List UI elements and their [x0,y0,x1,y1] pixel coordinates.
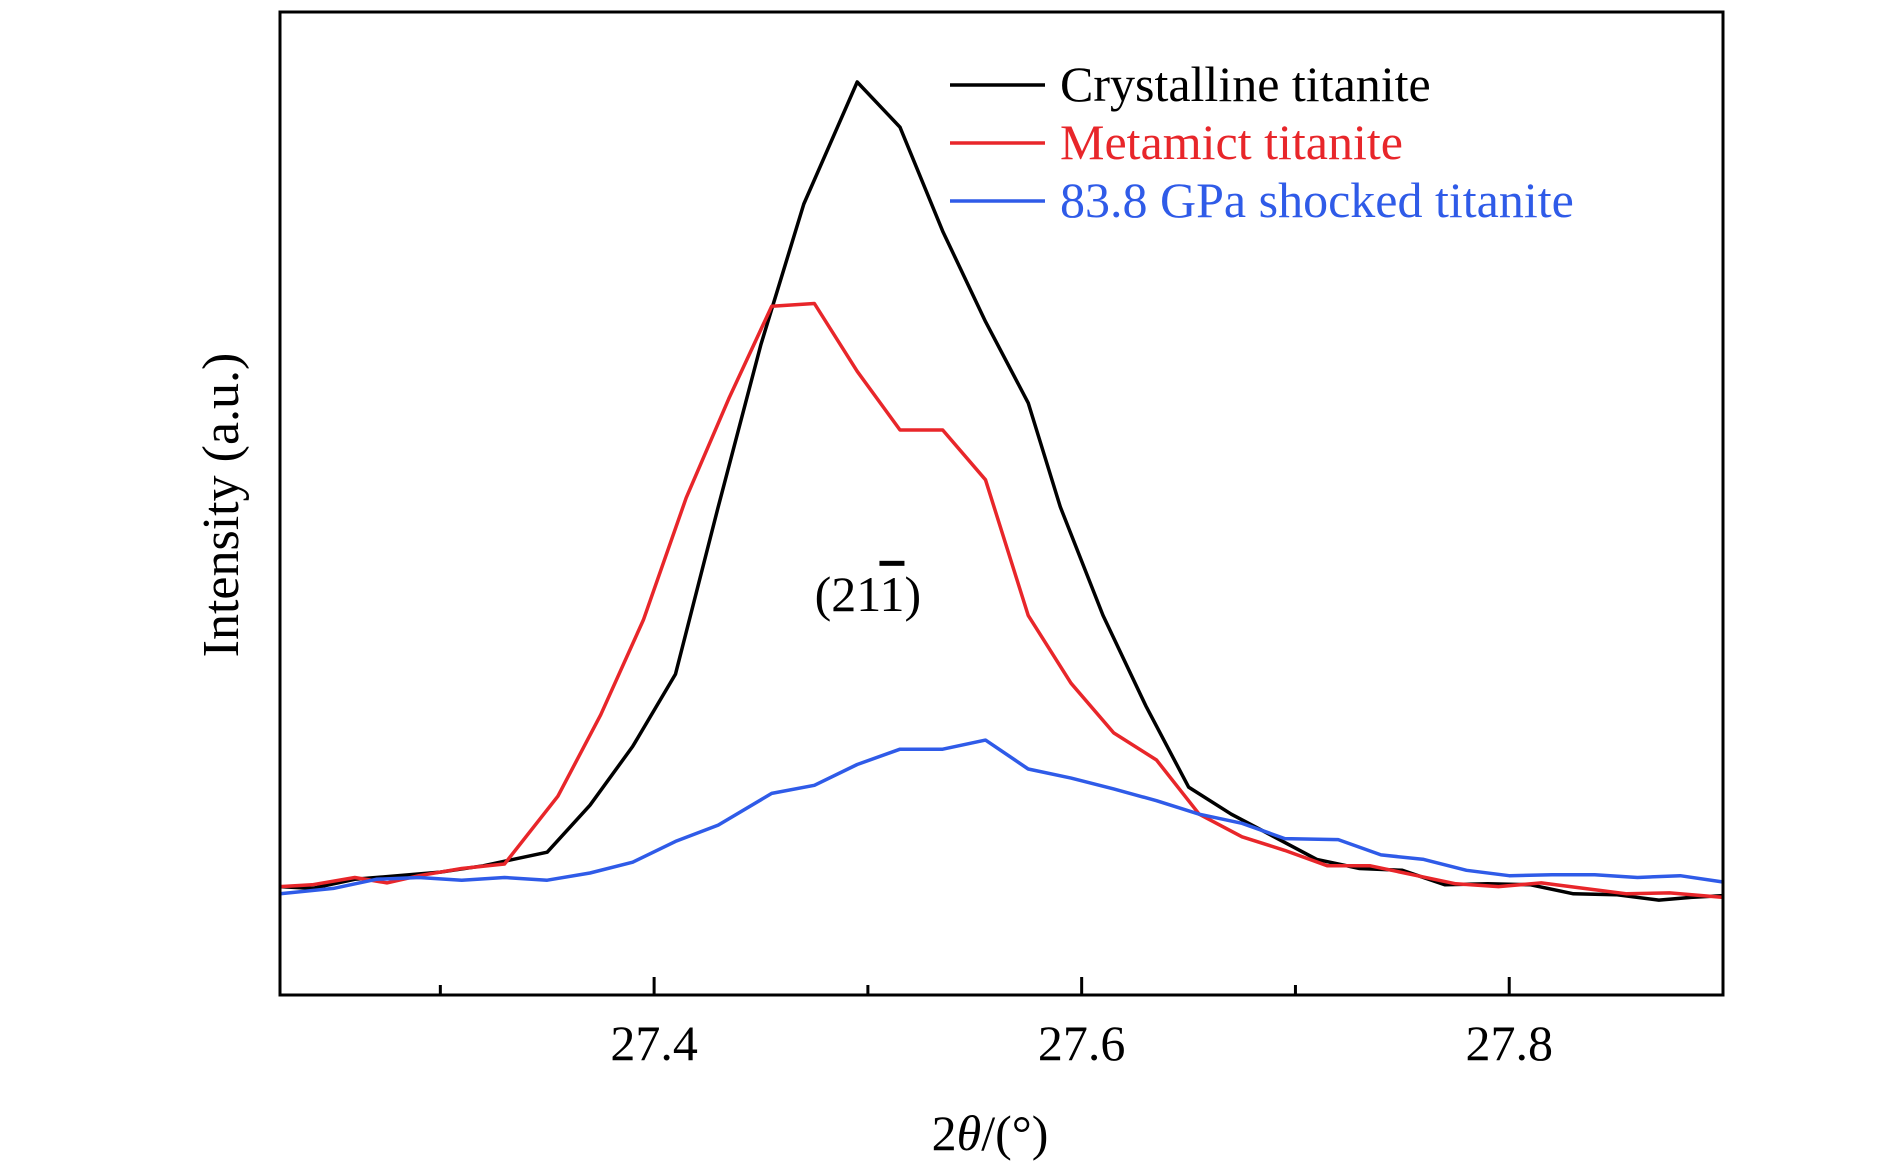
peak-annotation: (211) [815,566,921,622]
annotation-overlined-digit: 1 [879,566,904,622]
legend-label-0: Crystalline titanite [1060,56,1431,112]
y-axis-label: Intensity (a.u.) [193,353,250,658]
series-line-2 [279,738,1724,896]
x-tick-label: 27.6 [1038,1015,1126,1071]
series-line-0 [279,80,1724,902]
annotation-prefix: (21 [815,566,880,622]
tick-layer: 27.4 27.6 27.8 [438,977,1553,1071]
x-axis-label-symbol: θ [957,1105,982,1161]
plot-frame [278,10,1725,997]
annotation-suffix: ) [904,566,921,622]
legend-label-1: Metamict titanite [1060,114,1403,170]
x-tick-label: 27.8 [1465,1015,1553,1071]
x-axis-label: 2θ/(°) [932,1105,1049,1161]
series-layer [279,80,1724,902]
x-axis-label-prefix: 2 [932,1105,957,1161]
legend-label-2: 83.8 GPa shocked titanite [1060,172,1574,228]
x-tick-label: 27.4 [610,1015,698,1071]
x-axis-label-suffix: /(°) [981,1105,1048,1161]
series-line-1 [279,301,1724,900]
